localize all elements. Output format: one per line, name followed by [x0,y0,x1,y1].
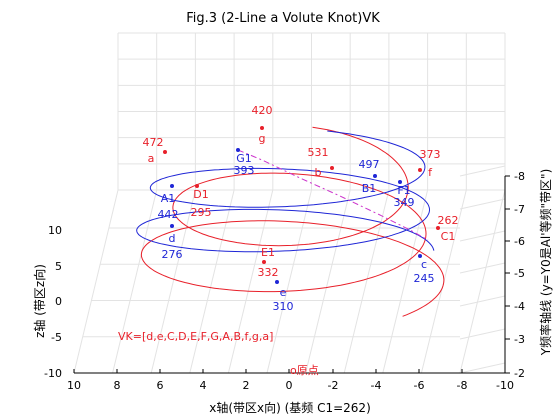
y-tick-label: -3 [514,333,525,346]
point-freq-label: 442 [158,208,179,221]
x-tick-label: -10 [496,379,514,392]
y-tick-label: -8 [514,170,525,183]
origin-label: o原点 [290,364,319,377]
point-name-label: A1 [161,192,176,205]
x-tick-label: 4 [200,379,207,392]
point-name-label: b [315,166,322,179]
x-tick-label: -4 [371,379,382,392]
point-marker [236,148,240,152]
point-marker [373,174,377,178]
point-freq-label: 393 [234,164,255,177]
point-freq-label: 332 [258,266,279,279]
point-marker [260,126,264,130]
point-marker [436,226,440,230]
point-marker [170,224,174,228]
z-tick-label: 10 [48,224,62,237]
point-freq-label: 472 [143,136,164,149]
x-tick-label: 8 [114,379,121,392]
z-tick-label: -10 [44,367,62,380]
chart-title: Fig.3 (2-Line a Volute Knot)VK [186,11,380,26]
point-name-label: G1 [236,152,252,165]
point-name-label: d [169,232,176,245]
point-name-label: a [148,152,155,165]
y-tick-label: -2 [514,367,525,380]
point-marker [163,150,167,154]
x-tick-label: 2 [243,379,250,392]
blue-helix-curve [136,130,435,253]
y-tick-label: -7 [514,203,525,216]
axis-ticks: 10 8 6 4 2 0 -2 -4 -6 -8 -10 10 5 0 -5 -10 -8 -7 -6 -5 -4 -3 -… [44,170,525,392]
x-tick-label: 0 [286,379,293,392]
point-name-label: B1 [362,182,377,195]
point-name-label: C1 [441,230,456,243]
point-freq-label: 262 [438,214,459,227]
y-tick-label: -5 [514,267,525,280]
point-marker [330,166,334,170]
point-name-label: e [280,286,287,299]
point-marker [262,260,266,264]
point-freq-label: 420 [252,104,273,117]
x-axis-title: x轴(带区x向) (基频 C1=262) [209,400,371,415]
point-marker [418,254,422,258]
point-marker [418,168,422,172]
point-freq-label: 497 [359,158,380,171]
x-tick-label: -8 [457,379,468,392]
point-freq-label: 531 [308,146,329,159]
z-tick-label: 5 [55,260,62,273]
point-freq-label: 295 [191,206,212,219]
z-axis-title: z轴 (带区z向) [32,264,47,338]
x-tick-label: -6 [414,379,425,392]
point-freq-label: 245 [414,272,435,285]
point-name-label: c [421,258,427,271]
point-marker [275,280,279,284]
point-marker [398,180,402,184]
y-tick-label: -6 [514,235,525,248]
point-name-label: f [428,166,433,179]
x-tick-label: 6 [157,379,164,392]
point-freq-label: 349 [394,196,415,209]
point-marker [195,184,199,188]
x-tick-label: -2 [328,379,339,392]
y-tick-label: -4 [514,300,525,313]
y-axis-title: Y频率轴线 (y=Y0是Al'等频"带区") [538,169,553,357]
point-name-label: g [259,132,266,145]
red-helix-curve [140,126,445,317]
point-freq-label: 373 [420,148,441,161]
point-name-label: E1 [261,246,275,259]
point-name-label: D1 [193,188,208,201]
point-freq-label: 276 [162,248,183,261]
x-tick-label: 10 [67,379,81,392]
formula-label: VK=[d,e,C,D,E,F,G,A,B,f,g,a] [118,330,273,343]
point-name-label: F1 [397,184,410,197]
helix-curves [136,126,445,317]
z-tick-label: 0 [55,295,62,308]
point-freq-label: 310 [273,300,294,313]
z-tick-label: -5 [51,331,62,344]
point-marker [170,184,174,188]
